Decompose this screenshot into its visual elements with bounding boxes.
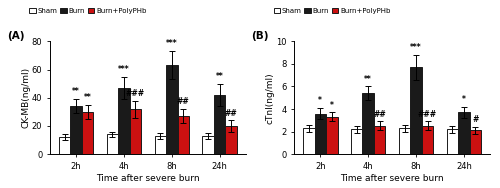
Bar (399, 128, 410, 154)
Bar (326, 117, 338, 154)
Bar (374, 126, 386, 154)
Y-axis label: CK-MB(ng/ml): CK-MB(ng/ml) (22, 67, 30, 128)
Text: **: ** (216, 72, 224, 81)
Text: **: ** (364, 75, 372, 84)
Text: **: ** (84, 93, 92, 102)
Text: ##: ## (177, 97, 190, 106)
Bar (214, 95, 226, 154)
Text: ***: *** (410, 43, 422, 52)
Bar (410, 67, 422, 154)
Text: #: # (472, 115, 478, 124)
Text: ***: *** (118, 65, 130, 74)
X-axis label: Time after severe burn: Time after severe burn (96, 174, 200, 183)
Bar (70, 106, 82, 154)
Text: ##: ## (374, 110, 386, 119)
Legend: Sham, Burn, Burn+PolyPHb: Sham, Burn, Burn+PolyPHb (26, 5, 150, 17)
Bar (446, 129, 458, 154)
Bar (82, 112, 94, 154)
Legend: Sham, Burn, Burn+PolyPHb: Sham, Burn, Burn+PolyPHb (270, 5, 394, 17)
Text: *: * (330, 101, 334, 110)
Bar (59, 137, 70, 154)
Bar (166, 65, 177, 154)
Text: (A): (A) (7, 31, 24, 41)
Text: ***: *** (166, 39, 177, 48)
X-axis label: Time after severe burn: Time after severe burn (340, 174, 444, 183)
Text: *: * (462, 95, 466, 104)
Text: *: * (318, 96, 322, 105)
Bar (178, 116, 189, 154)
Y-axis label: cTnI(ng/ml): cTnI(ng/ml) (266, 72, 274, 124)
Bar (130, 109, 141, 154)
Bar (154, 136, 166, 154)
Text: (B): (B) (251, 31, 268, 41)
Bar (202, 136, 214, 154)
Bar (118, 88, 130, 154)
Bar (362, 93, 374, 154)
Bar (470, 130, 481, 154)
Bar (106, 134, 118, 154)
Bar (303, 128, 314, 154)
Text: ###: ### (126, 89, 145, 98)
Text: ##: ## (225, 108, 237, 118)
Bar (422, 126, 434, 154)
Bar (351, 129, 362, 154)
Bar (314, 114, 326, 154)
Text: **: ** (72, 87, 80, 96)
Bar (226, 126, 237, 154)
Text: ###: ### (418, 110, 437, 119)
Bar (458, 112, 469, 154)
